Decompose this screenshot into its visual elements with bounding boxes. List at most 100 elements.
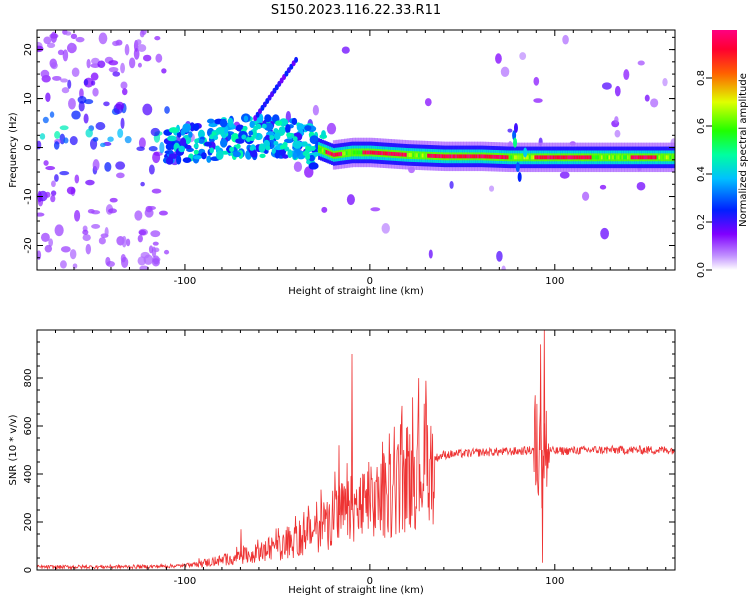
spectrogram-band-cell (351, 150, 354, 155)
spectrogram-ytick-label: 20 (23, 43, 34, 56)
spectrogram-ridge-blob (220, 138, 228, 148)
spectrogram-band-cell (349, 150, 352, 155)
spectrogram-band-cell (345, 151, 348, 156)
spectrogram-bright-blob (279, 144, 285, 150)
spectrogram-bright-blob (273, 128, 279, 134)
spectrogram-bright-blob (245, 136, 251, 142)
colorbar: 0.0 0.2 0.4 0.6 0.8 Normalized spectral ampl… (696, 30, 749, 278)
spectrogram-noise-blob (54, 174, 59, 182)
spectrogram-noise-blob (92, 159, 100, 171)
spectrogram-band-cell (656, 155, 659, 160)
spectrogram-noise-blob (140, 181, 145, 187)
spectrogram-band-cell (608, 155, 611, 160)
spectrogram-noise-blob (60, 78, 68, 83)
spectrogram-band-cell (499, 155, 502, 159)
spectrogram-ridge-blob (292, 152, 298, 160)
spectrogram-noise-blob (86, 58, 91, 69)
spectrogram-band-cell (632, 155, 635, 160)
spectrogram-band-cell (528, 155, 532, 160)
spectrogram-noise-blob (44, 191, 51, 198)
spectrogram-band-cell (434, 154, 437, 158)
spectrogram-noise-blob (98, 237, 106, 245)
spectrogram-bright-blob (213, 135, 219, 141)
spectrogram-noise-blob (112, 40, 120, 47)
spectrogram-noise-blob (122, 88, 128, 96)
spectrogram-band-cell (593, 155, 596, 160)
spectrogram-ytick-label: 0 (23, 144, 34, 150)
spectrogram-band-cell (336, 152, 339, 157)
spectrogram-bright-blob (302, 150, 308, 156)
spectrogram-band-cell (319, 147, 323, 152)
spectrogram-ridge-blob (180, 137, 187, 147)
spectrogram-noise-blob (142, 54, 152, 62)
spectrogram-band-cell (443, 154, 446, 159)
spectrogram-ridge-blob (304, 125, 312, 132)
spectrogram-band-cell (421, 153, 424, 158)
spectrogram-band-cell (576, 155, 580, 160)
spectrogram-noise-blob (51, 180, 56, 188)
spectrogram-band-cell (621, 155, 624, 160)
spectrogram-noise-blob (559, 171, 570, 179)
spectrogram-band-cell (626, 155, 630, 160)
spectrogram-band-cell (386, 151, 389, 156)
spectrogram-band-cell (599, 155, 602, 160)
spectrogram-band-cell (356, 150, 360, 155)
spectrogram-band-cell (532, 155, 535, 160)
spectrogram-ridge-blob (168, 127, 179, 134)
spectrogram-ridge-blob (321, 130, 326, 138)
spectrogram-band-cell (347, 150, 350, 155)
spectrogram-band-cell (617, 155, 620, 160)
spectrogram-bright-blob (235, 143, 241, 149)
spectrogram-noise-blob (154, 36, 161, 41)
spectrogram-noise-blob (449, 181, 454, 189)
spectrogram-noise-blob (662, 77, 668, 87)
spectrogram-noise-blob (82, 229, 89, 235)
spectrogram-band-cell (662, 155, 665, 160)
spectrogram-band-cell (645, 155, 648, 160)
spectrogram-ridge-blob (227, 117, 234, 125)
spectrogram-band-cell (508, 155, 511, 160)
spectrogram-noise-blob (112, 71, 121, 77)
spectrogram-ridge-blob (249, 149, 258, 158)
colorbar-gradient (712, 30, 737, 270)
spectrogram-band-cell (595, 155, 598, 160)
spectrogram-band-cell (569, 155, 572, 160)
spectrogram-band-cell (467, 154, 470, 159)
snr-axes: -100 0 100 0 200 400 600 800 (23, 329, 675, 587)
spectrogram-noise-blob (137, 62, 142, 68)
spectrogram-noise-blob (370, 207, 381, 212)
spectrogram-band-cell (639, 155, 642, 160)
spectrogram-noise-blob (79, 88, 84, 99)
spectrogram-band-cell (482, 154, 485, 159)
spectrogram-noise-blob (83, 113, 89, 124)
spectrogram-band-cell (438, 154, 441, 159)
spectrogram-noise-blob (108, 60, 119, 66)
spectrogram-band-cell (453, 154, 456, 159)
spectrogram-xtick-label: -100 (174, 276, 197, 287)
spectrogram-band-cell (473, 154, 476, 159)
spectrogram-band-cell (405, 152, 408, 157)
spectrogram-band-cell (419, 153, 422, 158)
spectrogram-noise-blob (138, 137, 146, 149)
snr-ytick-label: 0 (23, 567, 34, 573)
spectrogram-band-cell (403, 152, 406, 157)
spectrogram-noise-blob (37, 212, 45, 217)
spectrogram-band-cell (610, 155, 613, 160)
spectrogram-noise-blob (109, 197, 118, 203)
spectrogram-band-cell (517, 155, 520, 160)
spectrogram-band-cell (384, 151, 387, 156)
colorbar-tick-label: 0.2 (696, 214, 707, 230)
spectrogram-noise-blob (39, 133, 46, 140)
spectrogram-noise-blob (49, 111, 55, 118)
spectrogram-band-cell (488, 154, 491, 159)
spectrogram-noise-blob (52, 75, 62, 81)
spectrogram-band-cell (523, 155, 526, 160)
spectrogram-noise-blob (293, 161, 303, 173)
spectrogram-noise-blob (135, 39, 142, 45)
spectrogram-band-cell (536, 155, 539, 160)
spectrogram-noise-blob (614, 129, 621, 138)
spectrogram-band-cell (338, 152, 341, 157)
spectrogram-noise-blob (104, 161, 112, 172)
spectrogram-noise-blob (163, 249, 170, 255)
